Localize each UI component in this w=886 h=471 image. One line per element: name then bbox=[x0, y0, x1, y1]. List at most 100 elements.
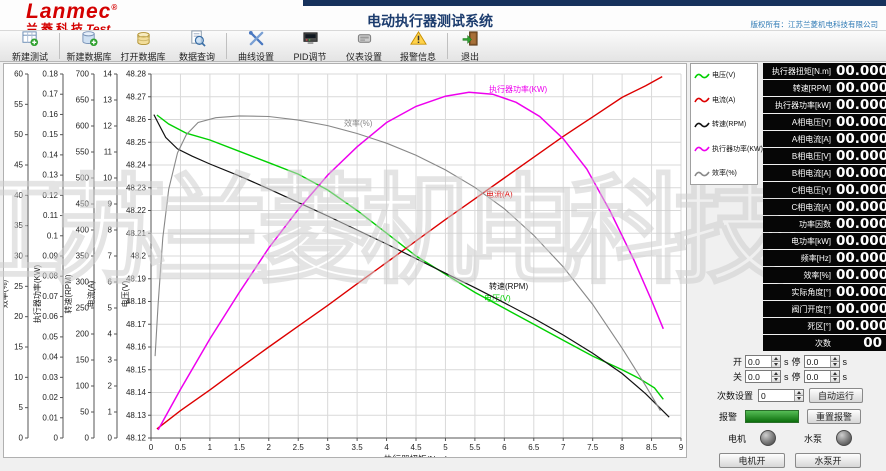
toolbar-button-meter-settings[interactable]: 仪表设置 bbox=[337, 31, 391, 62]
svg-text:13: 13 bbox=[103, 96, 112, 105]
spin-down-icon[interactable] bbox=[772, 377, 780, 382]
svg-text:20: 20 bbox=[14, 312, 23, 321]
series-line bbox=[156, 114, 664, 400]
chart-legend: 电压(V) 电流(A) 转速(RPM) 执行器功率(KW) 效率(%) bbox=[690, 63, 763, 185]
close-on-time-value[interactable]: 0.0 bbox=[748, 372, 760, 382]
svg-text:48.2: 48.2 bbox=[130, 252, 146, 261]
readout-label: 死区[°] bbox=[807, 321, 831, 331]
svg-text:10: 10 bbox=[103, 174, 112, 183]
readout-value: 00.000 bbox=[836, 199, 886, 215]
readout-row: 实际角度[°] 00.000 bbox=[763, 284, 886, 300]
spin-down-icon[interactable] bbox=[830, 362, 839, 367]
open-label: 开 bbox=[732, 357, 742, 367]
spin-up-icon[interactable] bbox=[830, 356, 839, 362]
svg-text:200: 200 bbox=[76, 330, 90, 339]
series-label: 转速(RPM) bbox=[489, 281, 528, 291]
y-axis-1: 0 5 10 15 20 25 30 35 40 45 50 55 60 效率(%) bbox=[0, 70, 29, 443]
readout-row: 频率[Hz] 00.000 bbox=[763, 250, 886, 266]
toolbar-button-new-database[interactable]: 新建数据库 bbox=[62, 30, 116, 62]
readout-label: 实际角度[°] bbox=[791, 287, 831, 297]
svg-text:40: 40 bbox=[14, 191, 23, 200]
toolbar-button-new-test[interactable]: 新建测试 bbox=[3, 30, 57, 62]
toolbar-separator bbox=[59, 33, 60, 59]
readout-row: 阀门开度[°] 00.000 bbox=[763, 301, 886, 317]
spin-down-icon[interactable] bbox=[795, 396, 803, 401]
auto-run-button[interactable]: 自动运行 bbox=[809, 388, 863, 403]
legend-item: 电压(V) bbox=[694, 70, 754, 80]
svg-text:8: 8 bbox=[620, 443, 625, 452]
count-spinner[interactable]: 0 bbox=[758, 389, 804, 402]
readout-value: 00.000 bbox=[836, 80, 886, 96]
close-stop-time-value[interactable]: 0.0 bbox=[806, 372, 819, 382]
unit-label: s bbox=[784, 371, 789, 382]
readout-value: 00 bbox=[863, 335, 882, 351]
svg-text:效率(%): 效率(%) bbox=[4, 279, 9, 308]
toolbar-button-curve-settings[interactable]: 曲线设置 bbox=[229, 30, 283, 62]
svg-text:600: 600 bbox=[76, 122, 90, 131]
spin-up-icon[interactable] bbox=[772, 371, 780, 377]
readout-row: A相电流[A] 00.000 bbox=[763, 131, 886, 147]
readout-value: 00.000 bbox=[836, 114, 886, 130]
toolbar-separator bbox=[447, 33, 448, 59]
svg-text:48.27: 48.27 bbox=[126, 92, 147, 101]
readout-value: 00.000 bbox=[836, 97, 886, 113]
curve-chart: 051015202530354045505560效率(%)00.010.020.… bbox=[0, 70, 684, 465]
open-on-time-value[interactable]: 0.0 bbox=[748, 357, 760, 367]
open-on-time-spinner[interactable]: 0.0 bbox=[745, 355, 781, 368]
svg-text:350: 350 bbox=[76, 252, 90, 261]
readout-label: 执行器功率[kW] bbox=[775, 100, 831, 110]
svg-text:0.02: 0.02 bbox=[42, 393, 58, 402]
toolbar-button-alarm-info[interactable]: 报警信息 bbox=[391, 30, 445, 62]
pump-on-button[interactable]: 水泵开 bbox=[795, 453, 861, 468]
control-panel: 开 0.0 s 停 0.0 s 关 0.0 s 停 0.0 s 次数设置 0 自… bbox=[694, 355, 886, 471]
readout-label: 次数 bbox=[815, 338, 831, 348]
pump-status-led bbox=[836, 430, 853, 446]
readout-row: C相电压[V] 00.000 bbox=[763, 182, 886, 198]
x-axis: 0 0.5 1 1.5 2 2.5 3 3.5 4 4.5 5 5.5 6 6.5 7 7.5 8 8.5 9 执行器… bbox=[149, 437, 684, 464]
toolbar-button-open-database[interactable]: 打开数据库 bbox=[116, 31, 170, 62]
svg-text:电流(A): 电流(A) bbox=[86, 280, 96, 307]
svg-text:11: 11 bbox=[104, 148, 113, 157]
svg-text:250: 250 bbox=[76, 304, 90, 313]
spin-up-icon[interactable] bbox=[772, 356, 780, 362]
svg-text:0.07: 0.07 bbox=[42, 292, 58, 301]
readout-label: 执行器扭矩[N.m] bbox=[771, 66, 831, 76]
svg-text:35: 35 bbox=[14, 221, 23, 230]
readout-row: 执行器功率[kW] 00.000 bbox=[763, 97, 886, 113]
count-setting-label: 次数设置 bbox=[716, 391, 753, 401]
close-stop-time-spinner[interactable]: 0.0 bbox=[803, 370, 840, 383]
svg-text:48.17: 48.17 bbox=[126, 320, 147, 329]
readout-row: 功率因数 00.000 bbox=[763, 216, 886, 232]
svg-text:2: 2 bbox=[267, 443, 272, 452]
spin-up-icon[interactable] bbox=[795, 390, 803, 396]
readout-label: 阀门开度[°] bbox=[791, 304, 831, 314]
toolbar-button-pid-tuning[interactable]: PID调节 bbox=[283, 31, 337, 62]
motor-on-button[interactable]: 电机开 bbox=[719, 453, 785, 468]
svg-text:5: 5 bbox=[443, 443, 448, 452]
new-test-icon bbox=[21, 30, 39, 49]
legend-item: 效率(%) bbox=[694, 168, 754, 178]
open-stop-time-value[interactable]: 0.0 bbox=[806, 357, 819, 367]
series-label: 电流(A) bbox=[486, 189, 513, 199]
reset-alarm-button[interactable]: 重置报警 bbox=[807, 409, 861, 424]
open-stop-time-spinner[interactable]: 0.0 bbox=[803, 355, 840, 368]
svg-text:0.15: 0.15 bbox=[42, 130, 58, 139]
legend-item: 电流(A) bbox=[694, 95, 754, 105]
stop-label: 停 bbox=[791, 372, 801, 382]
readout-label: B相电压[V] bbox=[791, 151, 831, 161]
readout-row: B相电流[A] 00.000 bbox=[763, 165, 886, 181]
toolbar-button-label: 报警信息 bbox=[399, 51, 436, 62]
readout-value: 00.000 bbox=[836, 63, 886, 79]
count-value[interactable]: 0 bbox=[761, 391, 766, 401]
toolbar-button-exit[interactable]: 退出 bbox=[450, 30, 490, 62]
svg-text:执行器扭矩(N.m): 执行器扭矩(N.m) bbox=[384, 454, 448, 457]
spin-down-icon[interactable] bbox=[830, 377, 839, 382]
spin-down-icon[interactable] bbox=[772, 362, 780, 367]
toolbar-button-data-query[interactable]: 数据查询 bbox=[170, 29, 224, 62]
spin-up-icon[interactable] bbox=[830, 371, 839, 377]
close-on-time-spinner[interactable]: 0.0 bbox=[745, 370, 781, 383]
svg-text:0: 0 bbox=[108, 434, 113, 443]
toolbar-button-label: 数据查询 bbox=[178, 51, 215, 62]
legend-label: 转速(RPM) bbox=[712, 121, 747, 128]
svg-text:4: 4 bbox=[108, 330, 113, 339]
